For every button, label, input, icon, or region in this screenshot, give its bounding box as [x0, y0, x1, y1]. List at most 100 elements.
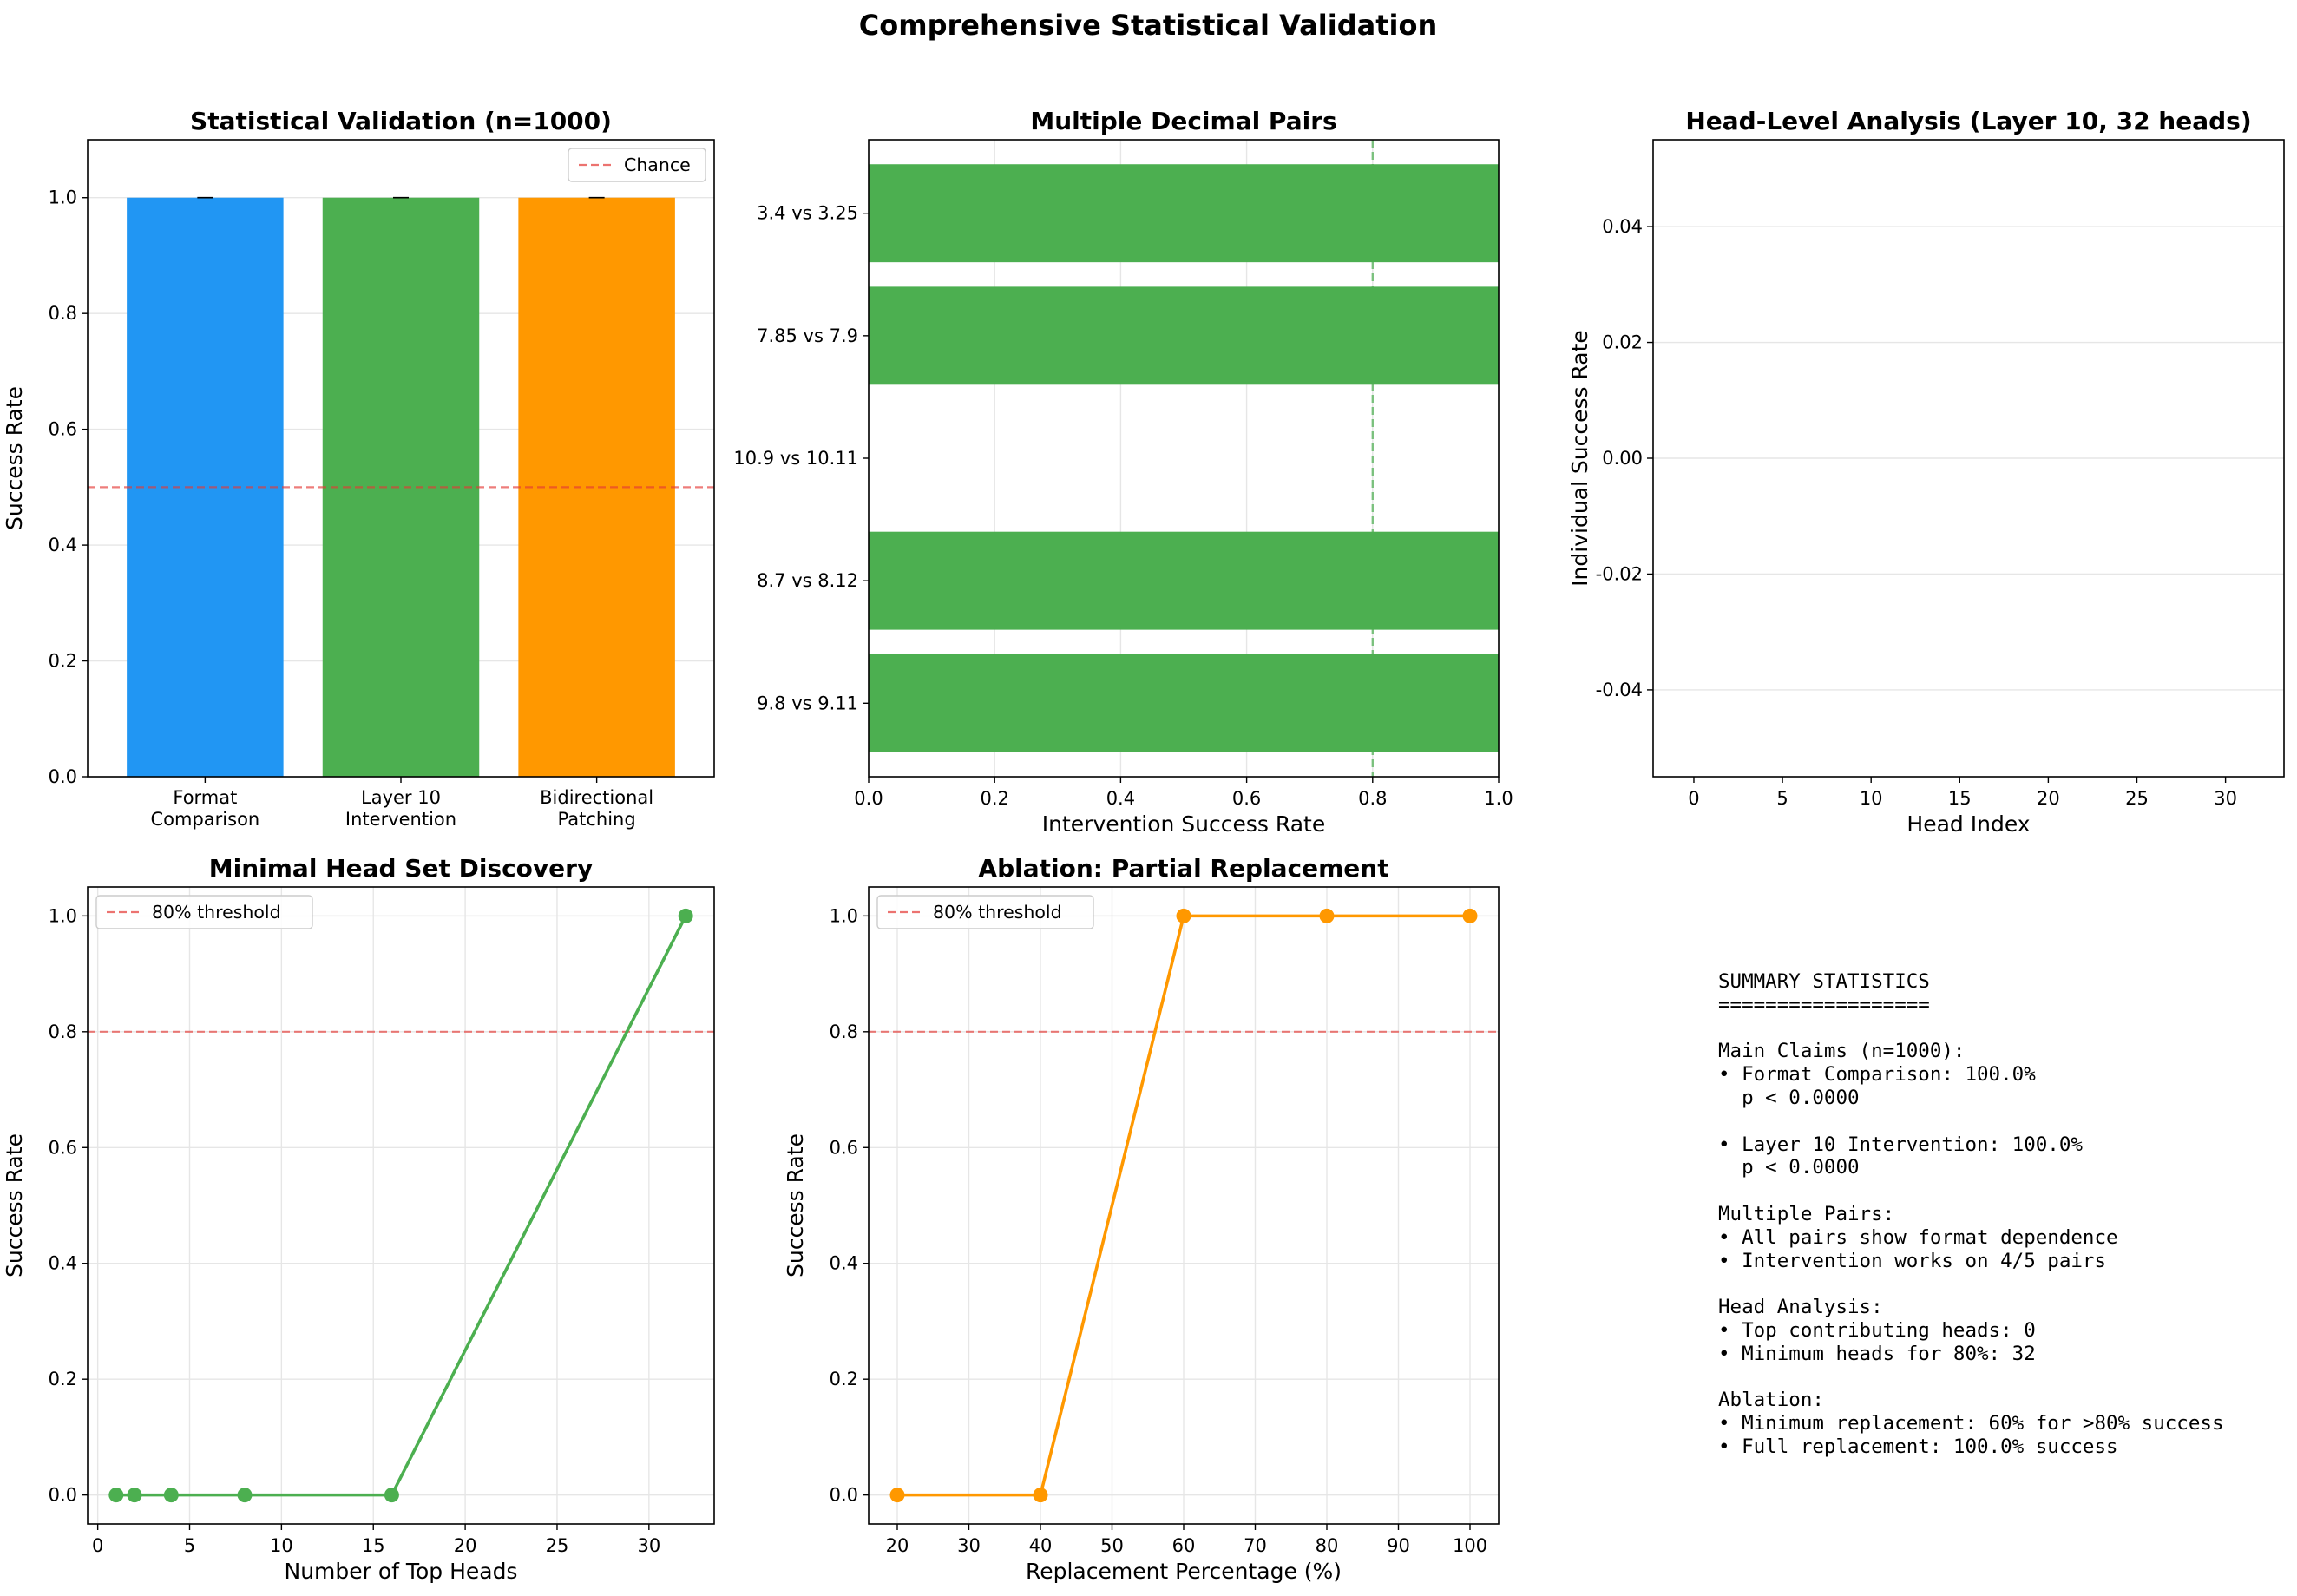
y-tick-label: -0.02	[1596, 563, 1643, 584]
x-tick-label: Format	[173, 787, 237, 808]
x-axis-label: Head Index	[1907, 811, 2030, 837]
data-point	[1176, 908, 1191, 923]
x-tick-label: 90	[1387, 1535, 1410, 1556]
y-tick-label: 0.0	[49, 1485, 77, 1506]
legend-label: 80% threshold	[933, 902, 1062, 923]
x-tick-label: 30	[2214, 788, 2237, 809]
x-axis-label: Replacement Percentage (%)	[1026, 1559, 1342, 1584]
legend-label: Chance	[624, 154, 691, 175]
data-point	[384, 1488, 399, 1503]
legend-label: 80% threshold	[152, 902, 281, 923]
x-tick-label: 30	[957, 1535, 981, 1556]
x-tick-label: Layer 10	[361, 787, 441, 808]
data-point	[127, 1488, 142, 1503]
x-tick-label: 0.2	[980, 788, 1008, 809]
x-tick-label: 15	[362, 1535, 385, 1556]
y-tick-label: 0.2	[49, 1369, 77, 1389]
x-tick-label: 30	[637, 1535, 660, 1556]
x-tick-label: 60	[1172, 1535, 1196, 1556]
chart-panel-p5: 0.0 0.2 0.4 0.6 0.8 1.0 20 30 40 50 60 70 80 90 100 80%…	[783, 854, 1500, 1584]
data-point	[1033, 1488, 1048, 1503]
y-tick-label: 0.02	[1602, 332, 1643, 353]
y-tick-label: 0.4	[49, 1253, 77, 1274]
panel-title: Head-Level Analysis (Layer 10, 32 heads)	[1685, 107, 2251, 135]
series-line	[115, 915, 687, 1497]
figure-title: Comprehensive Statistical Validation	[859, 9, 1437, 42]
y-tick-label: 0.2	[49, 651, 77, 672]
axes-frame	[868, 886, 1500, 1525]
y-tick-label: 9.8 vs 9.11	[757, 693, 858, 713]
data-point	[163, 1488, 179, 1503]
y-tick-label: -0.04	[1596, 680, 1643, 700]
data-point	[678, 908, 693, 923]
y-tick-label: 0.4	[49, 535, 77, 555]
x-tick-label: 5	[1776, 788, 1788, 809]
x-tick-label: Intervention	[345, 809, 456, 830]
x-tick-label: 25	[2125, 788, 2149, 809]
data-point	[108, 1488, 124, 1503]
panel-title: Statistical Validation (n=1000)	[190, 107, 612, 135]
y-tick-label: 0.0	[49, 766, 77, 787]
y-tick-label: 0.8	[49, 1021, 77, 1042]
x-tick-label: 0	[92, 1535, 103, 1556]
panel-title: Minimal Head Set Discovery	[209, 854, 593, 883]
x-tick-label: 15	[1948, 788, 1972, 809]
x-tick-label: Patching	[558, 809, 636, 830]
y-tick-label: 7.85 vs 7.9	[757, 325, 858, 346]
x-tick-label: Comparison	[151, 809, 260, 830]
axes-frame	[87, 886, 715, 1525]
chart-panel-p3: -0.04 -0.02 0.00 0.02 0.04 0 5 10 15 20 25 30 Indivi…	[1567, 107, 2285, 837]
x-tick-label: 0.6	[1232, 788, 1261, 809]
y-tick-label: 0.6	[49, 419, 77, 440]
x-axis-label: Number of Top Heads	[285, 1559, 518, 1584]
x-tick-label: 20	[886, 1535, 909, 1556]
y-tick-label: 8.7 vs 8.12	[757, 570, 858, 591]
y-axis-label: Success Rate	[783, 1133, 808, 1277]
x-tick-label: 0.0	[854, 788, 883, 809]
y-tick-label: 3.4 vs 3.25	[757, 203, 858, 224]
panel-title: Multiple Decimal Pairs	[1030, 107, 1336, 135]
y-tick-label: 0.6	[49, 1137, 77, 1158]
y-tick-label: 0.6	[830, 1137, 858, 1158]
x-tick-label: Bidirectional	[540, 787, 653, 808]
x-tick-label: 20	[454, 1535, 477, 1556]
x-tick-label: 80	[1316, 1535, 1339, 1556]
bar	[869, 531, 1499, 630]
y-axis-label: Individual Success Rate	[1567, 330, 1592, 587]
legend-box	[568, 148, 706, 182]
y-tick-label: 0.04	[1602, 216, 1643, 237]
bar	[869, 286, 1499, 385]
y-tick-label: 10.9 vs 10.11	[733, 448, 858, 469]
y-tick-label: 0.00	[1602, 448, 1643, 469]
x-tick-label: 25	[546, 1535, 569, 1556]
y-tick-label: 0.0	[830, 1485, 858, 1506]
legend-box	[95, 895, 313, 929]
x-tick-label: 0.4	[1106, 788, 1135, 809]
x-tick-label: 1.0	[1484, 788, 1513, 809]
y-tick-label: 0.8	[49, 303, 77, 324]
x-tick-label: 100	[1453, 1535, 1487, 1556]
x-tick-label: 0.8	[1358, 788, 1387, 809]
x-tick-label: 10	[1860, 788, 1883, 809]
panel-title: Ablation: Partial Replacement	[978, 854, 1388, 883]
x-tick-label: 20	[2037, 788, 2060, 809]
x-tick-label: 50	[1100, 1535, 1124, 1556]
x-axis-label: Intervention Success Rate	[1042, 811, 1325, 837]
y-axis-label: Success Rate	[2, 1133, 27, 1277]
bar	[869, 164, 1499, 263]
axes-frame	[87, 139, 715, 778]
y-tick-label: 1.0	[49, 905, 77, 926]
y-tick-label: 0.4	[830, 1253, 858, 1274]
y-tick-label: 0.8	[830, 1021, 858, 1042]
data-point	[889, 1488, 905, 1503]
y-tick-label: 1.0	[830, 905, 858, 926]
y-tick-label: 1.0	[49, 187, 77, 208]
chart-panel-p4: 0.0 0.2 0.4 0.6 0.8 1.0 0 5 10 15 20 25 30 80% thresh…	[2, 854, 715, 1584]
data-point	[1462, 908, 1478, 923]
data-point	[1319, 908, 1335, 923]
summary-text: SUMMARY STATISTICS ================== Ma…	[1718, 970, 2224, 1458]
x-tick-label: 40	[1029, 1535, 1053, 1556]
x-tick-label: 10	[270, 1535, 293, 1556]
x-tick-label: 0	[1688, 788, 1699, 809]
